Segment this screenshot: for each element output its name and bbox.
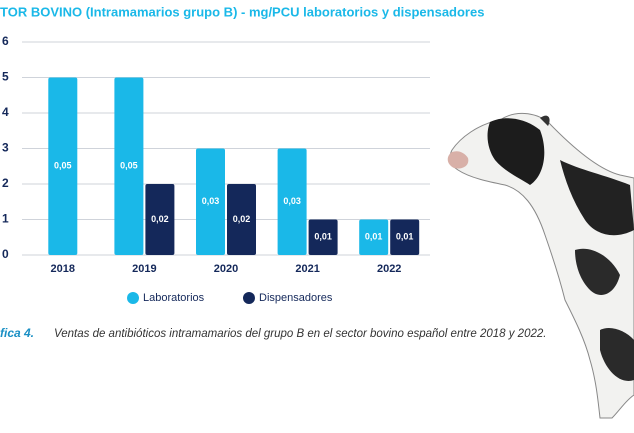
cow-illustration (447, 113, 634, 419)
legend-label: Dispensadores (259, 292, 333, 304)
legend-label: Laboratorios (143, 292, 205, 304)
bar-value-label: 0,05 (120, 161, 138, 171)
bar-value-label: 0,01 (396, 232, 414, 242)
bar-value-label: 0,03 (283, 196, 301, 206)
y-tick-label: 1 (2, 212, 9, 226)
bar (114, 77, 144, 255)
bar-value-label: 0,01 (314, 232, 332, 242)
chart-title: TOR BOVINO (Intramamarios grupo B) - mg/… (0, 4, 484, 19)
bar-value-label: 0,02 (233, 214, 251, 224)
bar-value-label: 0,01 (365, 232, 383, 242)
legend-swatch (127, 292, 139, 304)
bar (390, 219, 420, 255)
bar (227, 184, 256, 255)
bar (48, 77, 78, 255)
bar (145, 184, 175, 255)
y-tick-label: 2 (2, 176, 9, 190)
x-tick-label: 2020 (214, 263, 238, 275)
legend-swatch (243, 292, 255, 304)
bar-value-label: 0,03 (202, 196, 220, 206)
bar-value-label: 0,02 (151, 214, 169, 224)
y-tick-label: 4 (2, 105, 9, 119)
caption: Ventas de antibióticos intramamarios del… (54, 328, 546, 340)
bar-value-label: 0,05 (54, 161, 72, 171)
bar (196, 148, 225, 255)
x-tick-label: 2022 (377, 263, 401, 275)
x-tick-label: 2019 (132, 263, 156, 275)
bar (359, 219, 389, 255)
x-tick-label: 2018 (51, 263, 75, 275)
y-tick-label: 0 (2, 247, 9, 261)
bar (308, 219, 338, 255)
y-tick-label: 6 (2, 34, 9, 48)
bar (277, 148, 307, 255)
y-tick-label: 3 (2, 141, 9, 155)
y-tick-label: 5 (2, 70, 9, 84)
caption-label: fica 4. (0, 326, 34, 340)
x-tick-label: 2021 (295, 263, 319, 275)
